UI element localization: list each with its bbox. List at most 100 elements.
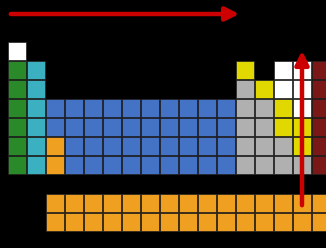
FancyBboxPatch shape [27, 61, 45, 79]
FancyBboxPatch shape [160, 213, 178, 231]
FancyBboxPatch shape [179, 137, 197, 155]
FancyBboxPatch shape [274, 61, 292, 79]
FancyBboxPatch shape [312, 61, 326, 79]
FancyBboxPatch shape [27, 80, 45, 98]
FancyBboxPatch shape [160, 137, 178, 155]
FancyBboxPatch shape [103, 213, 121, 231]
FancyBboxPatch shape [274, 194, 292, 212]
FancyBboxPatch shape [141, 213, 159, 231]
FancyBboxPatch shape [236, 156, 254, 174]
FancyBboxPatch shape [255, 156, 273, 174]
FancyBboxPatch shape [274, 137, 292, 155]
FancyBboxPatch shape [293, 137, 311, 155]
FancyBboxPatch shape [122, 99, 140, 117]
FancyBboxPatch shape [217, 137, 235, 155]
FancyBboxPatch shape [293, 194, 311, 212]
FancyBboxPatch shape [236, 61, 254, 79]
FancyBboxPatch shape [160, 156, 178, 174]
FancyBboxPatch shape [84, 194, 102, 212]
FancyBboxPatch shape [84, 137, 102, 155]
FancyBboxPatch shape [255, 99, 273, 117]
FancyBboxPatch shape [46, 118, 64, 136]
FancyBboxPatch shape [312, 213, 326, 231]
FancyBboxPatch shape [312, 194, 326, 212]
FancyBboxPatch shape [312, 99, 326, 117]
FancyBboxPatch shape [141, 99, 159, 117]
FancyBboxPatch shape [293, 99, 311, 117]
FancyBboxPatch shape [236, 99, 254, 117]
FancyBboxPatch shape [27, 137, 45, 155]
FancyBboxPatch shape [141, 137, 159, 155]
FancyBboxPatch shape [27, 156, 45, 174]
FancyBboxPatch shape [141, 194, 159, 212]
FancyBboxPatch shape [198, 194, 216, 212]
FancyBboxPatch shape [255, 194, 273, 212]
FancyBboxPatch shape [8, 118, 26, 136]
FancyBboxPatch shape [293, 156, 311, 174]
FancyBboxPatch shape [255, 80, 273, 98]
FancyBboxPatch shape [65, 99, 83, 117]
FancyBboxPatch shape [84, 213, 102, 231]
FancyBboxPatch shape [312, 156, 326, 174]
FancyBboxPatch shape [274, 213, 292, 231]
FancyBboxPatch shape [217, 118, 235, 136]
FancyBboxPatch shape [198, 137, 216, 155]
FancyBboxPatch shape [103, 99, 121, 117]
FancyBboxPatch shape [8, 137, 26, 155]
FancyBboxPatch shape [179, 156, 197, 174]
FancyBboxPatch shape [217, 194, 235, 212]
FancyBboxPatch shape [8, 99, 26, 117]
FancyBboxPatch shape [103, 137, 121, 155]
FancyBboxPatch shape [236, 213, 254, 231]
FancyBboxPatch shape [198, 99, 216, 117]
FancyBboxPatch shape [122, 118, 140, 136]
FancyBboxPatch shape [65, 137, 83, 155]
FancyBboxPatch shape [84, 99, 102, 117]
FancyBboxPatch shape [293, 213, 311, 231]
FancyBboxPatch shape [198, 213, 216, 231]
FancyBboxPatch shape [160, 194, 178, 212]
FancyBboxPatch shape [293, 61, 311, 79]
FancyBboxPatch shape [312, 80, 326, 98]
FancyBboxPatch shape [65, 156, 83, 174]
FancyBboxPatch shape [160, 99, 178, 117]
FancyBboxPatch shape [122, 156, 140, 174]
FancyBboxPatch shape [8, 156, 26, 174]
FancyBboxPatch shape [255, 137, 273, 155]
FancyBboxPatch shape [84, 156, 102, 174]
FancyBboxPatch shape [255, 118, 273, 136]
FancyBboxPatch shape [274, 99, 292, 117]
FancyBboxPatch shape [236, 194, 254, 212]
FancyBboxPatch shape [65, 213, 83, 231]
FancyBboxPatch shape [122, 194, 140, 212]
FancyBboxPatch shape [122, 213, 140, 231]
FancyBboxPatch shape [8, 80, 26, 98]
FancyBboxPatch shape [103, 194, 121, 212]
FancyBboxPatch shape [198, 156, 216, 174]
FancyBboxPatch shape [141, 156, 159, 174]
FancyBboxPatch shape [103, 156, 121, 174]
FancyBboxPatch shape [8, 42, 26, 60]
FancyBboxPatch shape [46, 156, 64, 174]
FancyBboxPatch shape [84, 118, 102, 136]
FancyBboxPatch shape [255, 213, 273, 231]
FancyBboxPatch shape [179, 99, 197, 117]
FancyBboxPatch shape [198, 118, 216, 136]
FancyBboxPatch shape [160, 118, 178, 136]
FancyBboxPatch shape [293, 118, 311, 136]
FancyBboxPatch shape [312, 118, 326, 136]
FancyBboxPatch shape [27, 99, 45, 117]
FancyBboxPatch shape [293, 80, 311, 98]
FancyBboxPatch shape [103, 118, 121, 136]
FancyBboxPatch shape [274, 156, 292, 174]
FancyBboxPatch shape [179, 213, 197, 231]
FancyBboxPatch shape [46, 137, 64, 155]
FancyBboxPatch shape [179, 194, 197, 212]
FancyBboxPatch shape [65, 194, 83, 212]
FancyBboxPatch shape [236, 137, 254, 155]
FancyBboxPatch shape [274, 80, 292, 98]
FancyBboxPatch shape [217, 156, 235, 174]
FancyBboxPatch shape [217, 213, 235, 231]
FancyBboxPatch shape [46, 99, 64, 117]
FancyBboxPatch shape [274, 118, 292, 136]
